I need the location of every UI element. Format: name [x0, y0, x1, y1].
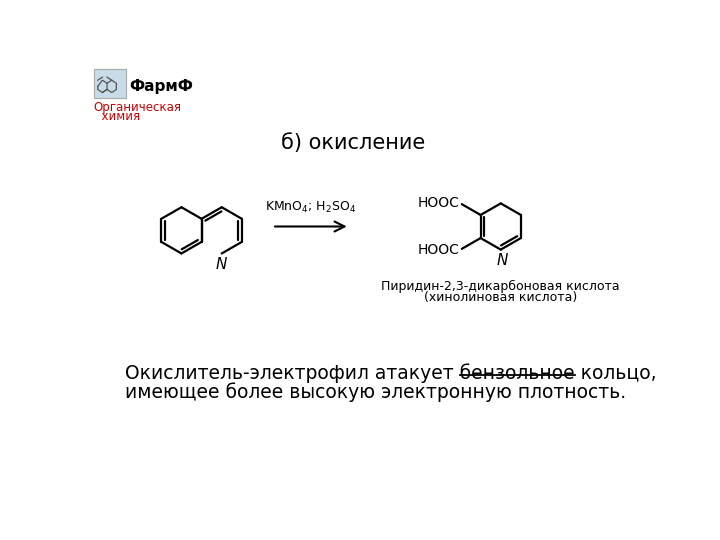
Text: Пиридин-2,3-дикарбоновая кислота: Пиридин-2,3-дикарбоновая кислота: [382, 280, 620, 293]
FancyBboxPatch shape: [94, 69, 127, 98]
Text: Окислитель-электрофил атакует бензольное кольцо,: Окислитель-электрофил атакует бензольное…: [125, 363, 657, 383]
Text: N: N: [216, 256, 228, 272]
Text: ФармФ: ФармФ: [129, 79, 193, 93]
Text: б) окисление: б) окисление: [282, 132, 426, 153]
Text: HOOC: HOOC: [418, 242, 459, 256]
Text: N: N: [497, 253, 508, 268]
Text: химия: химия: [94, 110, 140, 123]
Text: Органическая: Органическая: [94, 101, 182, 114]
Text: (хинолиновая кислота): (хинолиновая кислота): [424, 291, 577, 304]
Text: KMnO$_4$; H$_2$SO$_4$: KMnO$_4$; H$_2$SO$_4$: [265, 200, 356, 215]
Text: имеющее более высокую электронную плотность.: имеющее более высокую электронную плотно…: [125, 382, 626, 402]
Text: HOOC: HOOC: [418, 197, 459, 211]
